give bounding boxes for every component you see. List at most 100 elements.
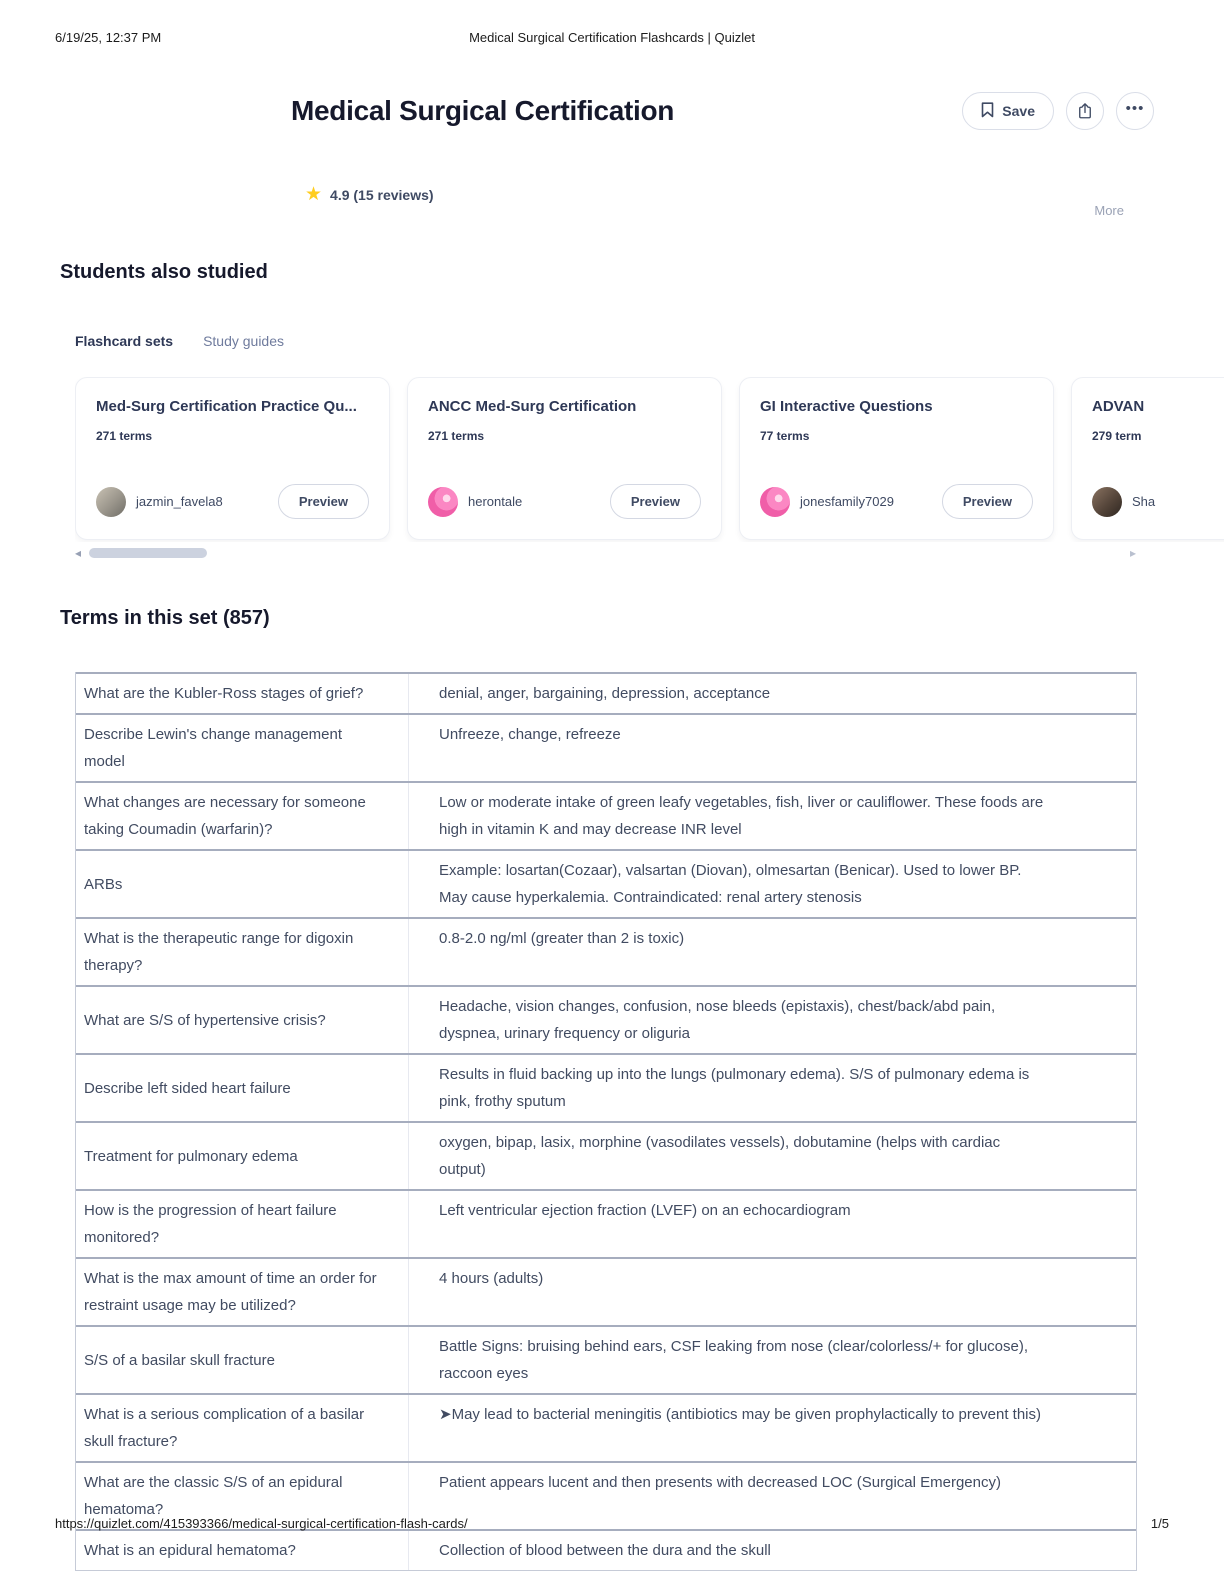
definition-text: Patient appears lucent and then presents… bbox=[439, 1474, 1001, 1491]
term-row: What are the classic S/S of an epidural … bbox=[76, 1461, 1136, 1529]
term-text: What changes are necessary for someone t… bbox=[76, 783, 409, 849]
term-text: What is an epidural hematoma? bbox=[76, 1531, 409, 1570]
term-text: What are the Kubler-Ross stages of grief… bbox=[76, 674, 409, 713]
source-url: https://quizlet.com/415393366/medical-su… bbox=[55, 1516, 468, 1531]
terms-table: What are the Kubler-Ross stages of grief… bbox=[75, 672, 1137, 1571]
term-row: Treatment for pulmonary edema oxygen, bi… bbox=[76, 1121, 1136, 1189]
username: jonesfamily7029 bbox=[800, 494, 894, 509]
print-timestamp: 6/19/25, 12:37 PM bbox=[55, 30, 162, 45]
scroll-left-icon[interactable]: ◂ bbox=[75, 546, 82, 560]
definition-text: Example: losartan(Cozaar), valsartan (Di… bbox=[439, 862, 1022, 906]
cards-scrollbar: ◂ ▸ bbox=[75, 546, 1136, 560]
study-set-term-count: 77 terms bbox=[760, 429, 810, 443]
username: herontale bbox=[468, 494, 523, 509]
study-set-card[interactable]: GI Interactive Questions 77 terms jonesf… bbox=[739, 377, 1054, 540]
term-row: What are S/S of hypertensive crisis? Hea… bbox=[76, 985, 1136, 1053]
term-text: S/S of a basilar skull fracture bbox=[76, 1327, 409, 1393]
terms-in-set-heading: Terms in this set (857) bbox=[60, 607, 270, 629]
study-set-title: ANCC Med-Surg Certification bbox=[428, 398, 637, 415]
user-avatar bbox=[428, 486, 458, 517]
definition-text: Headache, vision changes, confusion, nos… bbox=[439, 998, 996, 1042]
term-text: Treatment for pulmonary edema bbox=[76, 1123, 409, 1189]
term-text: What is the max amount of time an order … bbox=[76, 1259, 409, 1325]
user-avatar bbox=[760, 486, 790, 517]
tab-bar: Flashcard sets Study guides bbox=[75, 333, 284, 349]
tab-study-guides[interactable]: Study guides bbox=[203, 333, 285, 349]
save-label: Save bbox=[1002, 103, 1035, 119]
study-set-card[interactable]: ANCC Med-Surg Certification 271 terms he… bbox=[407, 377, 722, 540]
term-text: ARBs bbox=[76, 851, 409, 917]
term-text: Describe Lewin's change management model bbox=[76, 715, 409, 781]
study-set-card-footer: herontale Preview bbox=[428, 484, 701, 519]
term-row: Describe Lewin's change management model… bbox=[76, 713, 1136, 781]
preview-button[interactable]: Preview bbox=[277, 484, 369, 519]
definition-text: Collection of blood between the dura and… bbox=[439, 1542, 771, 1559]
study-set-title: ADVAN bbox=[1092, 398, 1145, 415]
header-actions: Save ••• bbox=[962, 92, 1154, 130]
star-icon: ★ bbox=[305, 184, 323, 205]
study-set-title: Med-Surg Certification Practice Qu... bbox=[96, 398, 357, 415]
definition-text: Low or moderate intake of green leafy ve… bbox=[439, 794, 1044, 838]
study-set-term-count: 279 term bbox=[1092, 429, 1142, 443]
term-text: What is a serious complication of a basi… bbox=[76, 1395, 409, 1461]
study-set-card-footer: jazmin_favela8 Preview bbox=[96, 484, 369, 519]
page-number: 1/5 bbox=[1150, 1516, 1169, 1531]
rating[interactable]: ★ 4.9 (15 reviews) bbox=[305, 185, 434, 204]
share-button[interactable] bbox=[1066, 92, 1104, 130]
share-icon bbox=[1076, 102, 1094, 120]
preview-button[interactable]: Preview bbox=[941, 484, 1033, 519]
definition-text: 4 hours (adults) bbox=[439, 1270, 544, 1287]
more-options-button[interactable]: ••• bbox=[1116, 92, 1154, 130]
term-text: How is the progression of heart failure … bbox=[76, 1191, 409, 1257]
more-link[interactable]: More bbox=[1094, 203, 1124, 218]
definition-text: Battle Signs: bruising behind ears, CSF … bbox=[439, 1338, 1029, 1382]
study-set-card-footer: Sha Preview bbox=[1092, 484, 1224, 519]
term-row: What is an epidural hematoma? Collection… bbox=[76, 1529, 1136, 1570]
term-text: What are the classic S/S of an epidural … bbox=[76, 1463, 409, 1529]
print-header: 6/19/25, 12:37 PM Medical Surgical Certi… bbox=[55, 30, 1169, 48]
definition-text: Results in fluid backing up into the lun… bbox=[439, 1066, 1030, 1110]
term-text: What are S/S of hypertensive crisis? bbox=[76, 987, 409, 1053]
term-row: What is a serious complication of a basi… bbox=[76, 1393, 1136, 1461]
study-set-card[interactable]: Med-Surg Certification Practice Qu... 27… bbox=[75, 377, 390, 540]
study-set-term-count: 271 terms bbox=[428, 429, 485, 443]
scroll-right-icon[interactable]: ▸ bbox=[1129, 546, 1136, 560]
study-set-card-footer: jonesfamily7029 Preview bbox=[760, 484, 1033, 519]
definition-text: denial, anger, bargaining, depression, a… bbox=[439, 685, 771, 702]
definition-text: 0.8-2.0 ng/ml (greater than 2 is toxic) bbox=[439, 930, 685, 947]
term-row: What changes are necessary for someone t… bbox=[76, 781, 1136, 849]
definition-text: Unfreeze, change, refreeze bbox=[439, 726, 621, 743]
page-title: Medical Surgical Certification bbox=[291, 95, 675, 126]
username: jazmin_favela8 bbox=[136, 494, 223, 509]
bookmark-icon bbox=[981, 101, 994, 121]
save-button[interactable]: Save bbox=[962, 92, 1054, 130]
username: Sha bbox=[1132, 494, 1156, 509]
study-set-card[interactable]: ADVAN 279 term Sha Preview bbox=[1071, 377, 1224, 540]
definition-text: oxygen, bipap, lasix, morphine (vasodila… bbox=[439, 1134, 1001, 1178]
term-row: What are the Kubler-Ross stages of grief… bbox=[76, 672, 1136, 713]
rating-text: 4.9 (15 reviews) bbox=[330, 186, 434, 203]
students-also-studied-heading: Students also studied bbox=[60, 261, 268, 283]
recommended-cards-row: Med-Surg Certification Practice Qu... 27… bbox=[75, 377, 1224, 540]
user-avatar bbox=[96, 486, 126, 517]
user-avatar bbox=[1092, 486, 1122, 517]
term-row: ARBs Example: losartan(Cozaar), valsarta… bbox=[76, 849, 1136, 917]
term-row: What is the max amount of time an order … bbox=[76, 1257, 1136, 1325]
study-set-term-count: 271 terms bbox=[96, 429, 153, 443]
term-row: S/S of a basilar skull fracture Battle S… bbox=[76, 1325, 1136, 1393]
tab-flashcard-sets[interactable]: Flashcard sets bbox=[75, 333, 174, 349]
ellipsis-icon: ••• bbox=[1125, 99, 1145, 117]
recommended-cards-viewport: Med-Surg Certification Practice Qu... 27… bbox=[75, 377, 1224, 542]
term-text: What is the therapeutic range for digoxi… bbox=[76, 919, 409, 985]
print-doc-title: Medical Surgical Certification Flashcard… bbox=[469, 30, 755, 45]
preview-button[interactable]: Preview bbox=[609, 484, 701, 519]
term-row: How is the progression of heart failure … bbox=[76, 1189, 1136, 1257]
term-row: Describe left sided heart failure Result… bbox=[76, 1053, 1136, 1121]
term-row: What is the therapeutic range for digoxi… bbox=[76, 917, 1136, 985]
term-text: Describe left sided heart failure bbox=[76, 1055, 409, 1121]
scrollbar-thumb[interactable] bbox=[89, 548, 208, 558]
definition-text: ➤May lead to bacterial meningitis (antib… bbox=[439, 1406, 1042, 1423]
study-set-title: GI Interactive Questions bbox=[760, 398, 933, 415]
definition-text: Left ventricular ejection fraction (LVEF… bbox=[439, 1202, 851, 1219]
